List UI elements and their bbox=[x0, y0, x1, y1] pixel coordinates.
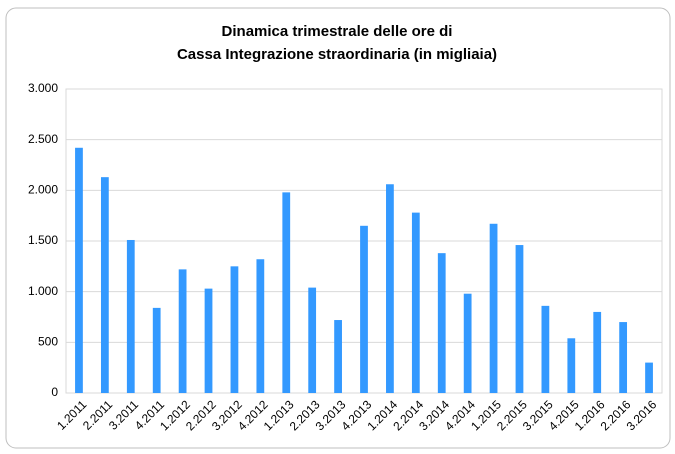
bar bbox=[541, 305, 550, 393]
chart-title: Cassa Integrazione straordinaria (in mig… bbox=[177, 46, 497, 63]
chart-frame bbox=[5, 7, 671, 449]
bar bbox=[437, 253, 446, 393]
bar bbox=[126, 239, 135, 393]
bar bbox=[75, 147, 83, 393]
bar bbox=[178, 269, 187, 393]
bar bbox=[152, 307, 161, 393]
bar bbox=[256, 259, 265, 393]
y-tick-label: 1.500 bbox=[28, 233, 58, 247]
bar bbox=[489, 223, 498, 393]
bar bbox=[593, 311, 602, 393]
bar bbox=[645, 362, 653, 393]
y-tick-label: 2.000 bbox=[28, 183, 58, 197]
bar bbox=[567, 338, 576, 393]
bar bbox=[411, 212, 420, 393]
bar bbox=[204, 288, 213, 393]
bar bbox=[463, 293, 472, 393]
bar bbox=[308, 287, 317, 393]
chart-title: Dinamica trimestrale delle ore di bbox=[222, 23, 453, 40]
bar bbox=[515, 245, 524, 393]
bar bbox=[360, 225, 368, 393]
bar bbox=[282, 192, 291, 393]
bar bbox=[619, 322, 628, 393]
y-tick-label: 1.000 bbox=[28, 284, 58, 298]
y-tick-label: 500 bbox=[38, 335, 58, 349]
y-tick-label: 3.000 bbox=[28, 81, 58, 95]
bar bbox=[230, 266, 239, 393]
bar bbox=[386, 184, 394, 393]
y-tick-label: 2.500 bbox=[28, 132, 58, 146]
y-tick-label: 0 bbox=[51, 385, 58, 399]
bar bbox=[100, 177, 109, 393]
bar bbox=[334, 320, 342, 393]
